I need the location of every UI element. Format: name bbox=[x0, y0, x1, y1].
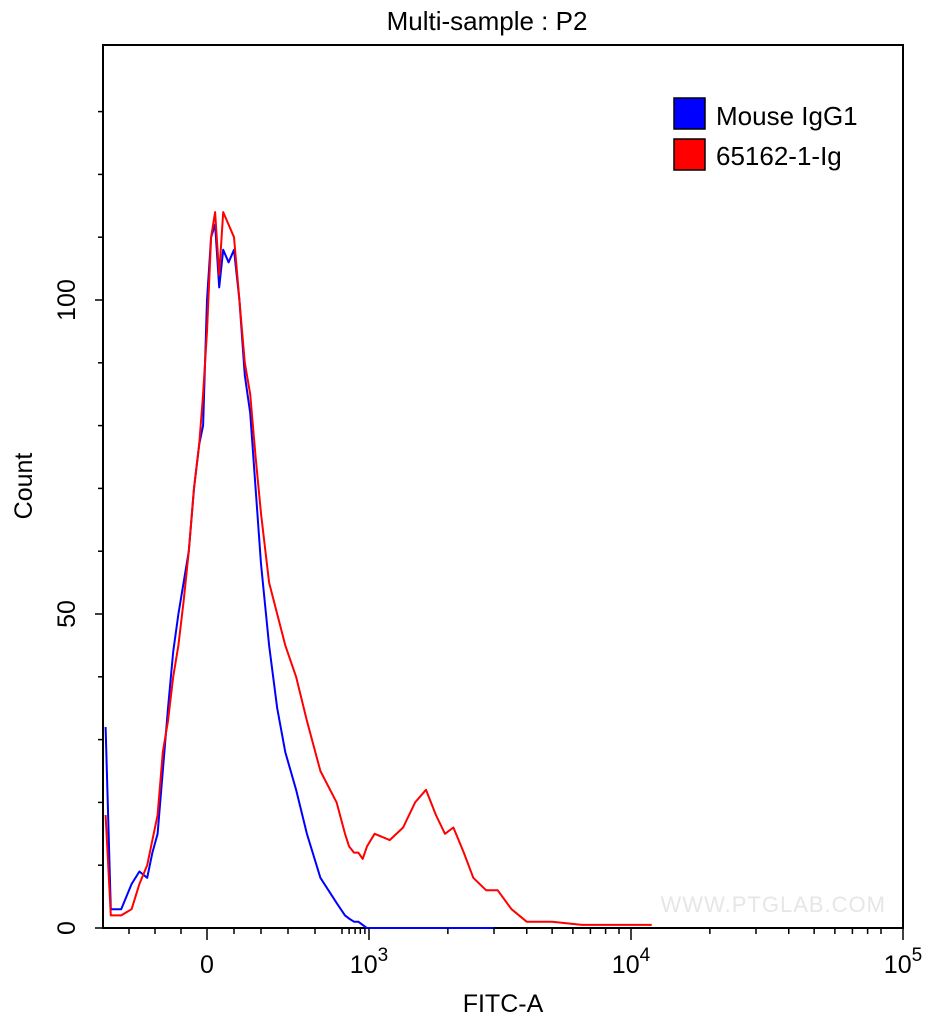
legend-swatch-mouse-igg1 bbox=[673, 97, 706, 130]
legend-swatch-65162-1-ig bbox=[673, 138, 706, 171]
series-line-1 bbox=[104, 211, 652, 926]
x-tick-label: 104 bbox=[612, 945, 651, 979]
chart-title: Multi-sample : P2 bbox=[387, 6, 588, 36]
x-tick-label: 105 bbox=[884, 945, 922, 979]
legend-label-65162-1-ig: 65162-1-Ig bbox=[716, 141, 842, 171]
legend-label-mouse-igg1: Mouse IgG1 bbox=[716, 101, 858, 131]
x-tick-label: 103 bbox=[350, 945, 388, 979]
watermark: WWW.PTGLAB.COM bbox=[661, 892, 886, 917]
legend: Mouse IgG1 65162-1-Ig bbox=[673, 97, 858, 171]
y-axis: 0 50 100 bbox=[53, 110, 103, 935]
x-tick-label: 0 bbox=[200, 951, 214, 979]
x-axis-label: FITC-A bbox=[463, 990, 544, 1018]
y-tick-label: 0 bbox=[53, 921, 81, 935]
plot-frame bbox=[102, 44, 904, 929]
x-axis: 0 103 104 105 bbox=[128, 928, 922, 979]
y-tick-label: 50 bbox=[53, 600, 81, 628]
series-line-0 bbox=[104, 223, 494, 929]
y-axis-label: Count bbox=[10, 453, 38, 520]
y-tick-label: 100 bbox=[53, 279, 81, 321]
series-layer bbox=[104, 211, 652, 929]
